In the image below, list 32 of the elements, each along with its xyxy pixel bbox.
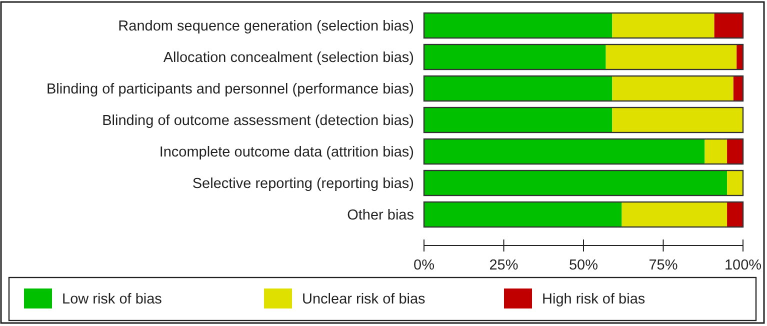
- bar: [612, 13, 714, 38]
- bar: [612, 108, 743, 132]
- bar: [424, 202, 622, 227]
- x-tick-label: 75%: [648, 258, 678, 274]
- bar: [727, 139, 743, 164]
- x-tick-label: 25%: [489, 258, 518, 274]
- bar: [727, 170, 743, 196]
- y-tick-label: Blinding of outcome assessment (detection bias): [102, 113, 414, 129]
- bar: [424, 76, 612, 101]
- bar: [606, 44, 737, 70]
- bar: [733, 76, 743, 101]
- y-tick-label: Selective reporting (reporting bias): [192, 176, 414, 192]
- bar: [622, 202, 728, 227]
- legend-label: Low risk of bias: [62, 292, 162, 308]
- y-tick-label: Random sequence generation (selection bias): [118, 18, 414, 34]
- bar: [727, 202, 743, 227]
- bar: [704, 139, 728, 164]
- bar: [612, 76, 734, 101]
- y-tick-label: Allocation concealment (selection bias): [163, 50, 414, 66]
- legend-label: High risk of bias: [542, 292, 646, 308]
- y-tick-label: Incomplete outcome data (attrition bias): [159, 144, 414, 160]
- bar: [424, 44, 606, 70]
- bar: [714, 13, 743, 38]
- x-tick-label: 0%: [414, 258, 435, 274]
- y-tick-label: Blinding of participants and personnel (performance bias): [46, 82, 414, 98]
- x-tick-label: 50%: [568, 258, 598, 274]
- bar: [424, 13, 612, 38]
- y-tick-label: Other bias: [347, 208, 414, 224]
- legend-label: Unclear risk of bias: [302, 292, 426, 308]
- bar: [424, 108, 612, 132]
- bar: [424, 139, 705, 164]
- x-tick-label: 100%: [724, 258, 762, 274]
